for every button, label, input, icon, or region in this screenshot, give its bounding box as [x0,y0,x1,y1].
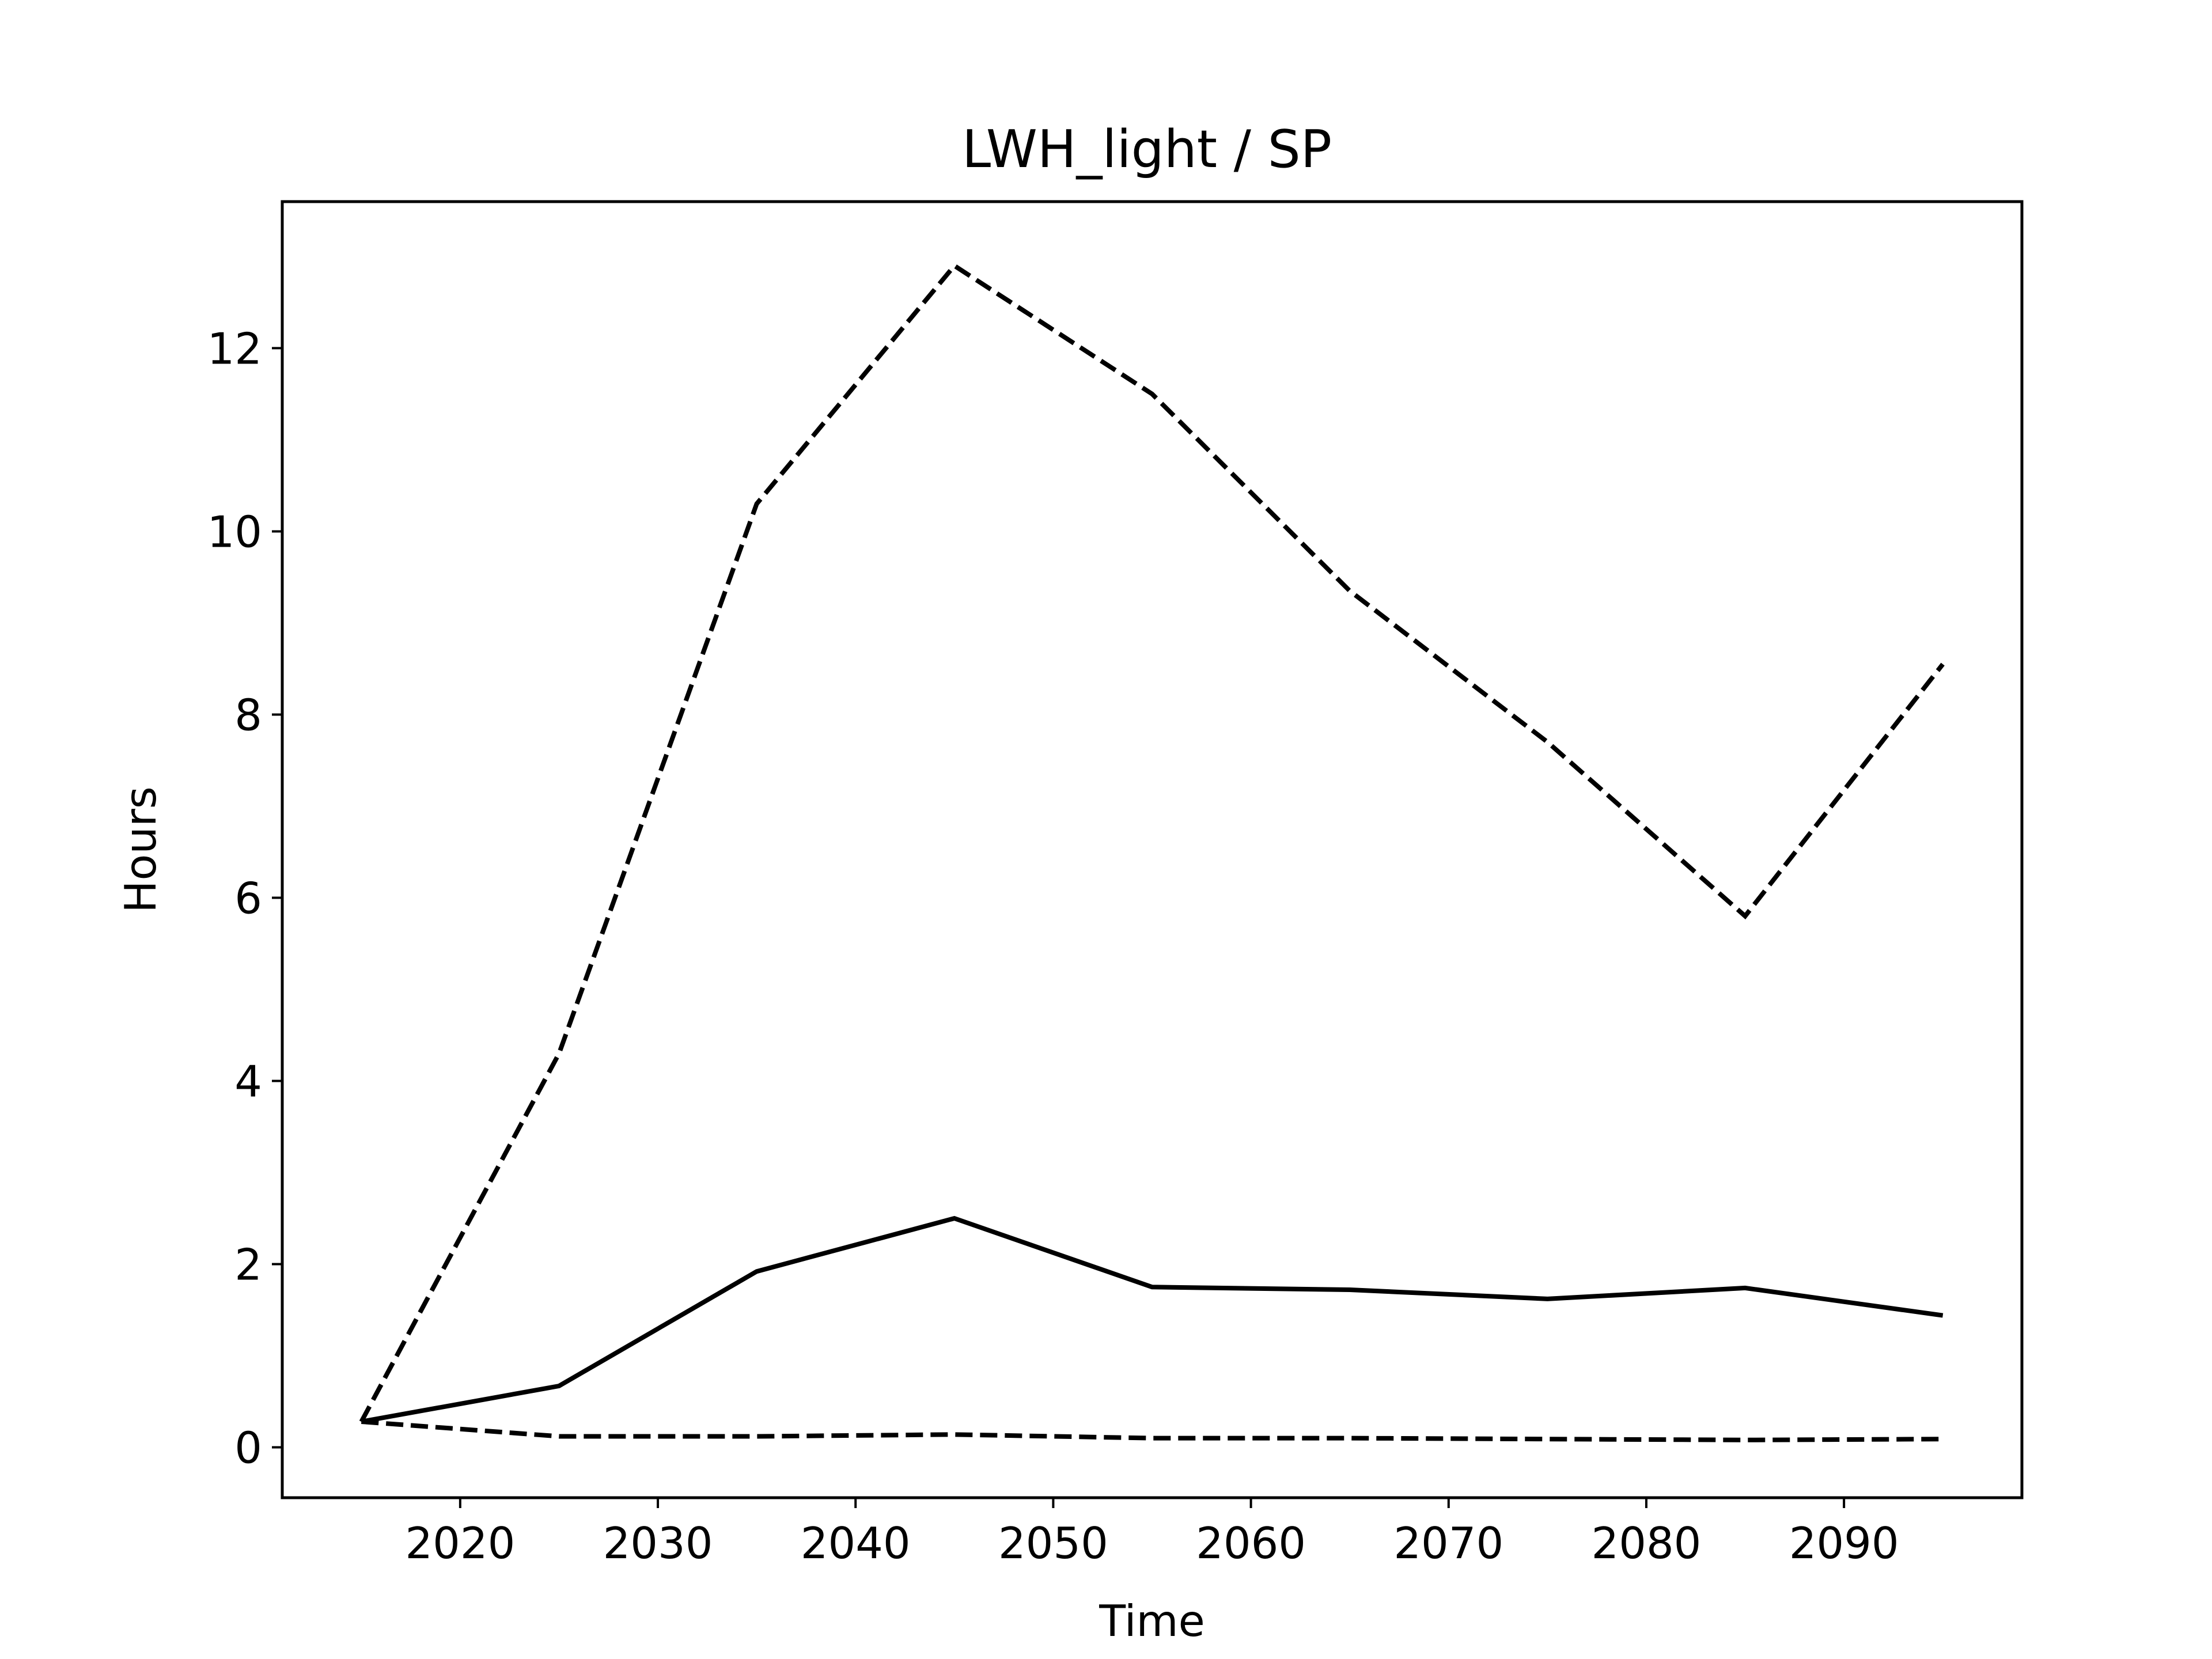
y-tick-label: 2 [234,1240,262,1290]
x-tick-label: 2070 [1393,1518,1503,1569]
x-axis-label: Time [1099,1596,1205,1646]
x-tick-label: 2040 [801,1518,911,1569]
x-tick-label: 2020 [405,1518,515,1569]
y-tick-label: 10 [207,506,262,557]
y-tick-label: 12 [207,323,262,374]
plot-frame [281,200,2024,1499]
x-tick-label: 2090 [1789,1518,1899,1569]
y-tick-label: 6 [234,873,262,923]
y-tick-label: 4 [234,1056,262,1107]
series-line-1 [359,263,1945,1423]
series-line-3 [361,1419,1943,1442]
y-axis-label: Hours [115,786,166,913]
x-tick-label: 2060 [1196,1518,1306,1569]
x-tick-label: 2030 [603,1518,713,1569]
x-tick-label: 2080 [1592,1518,1702,1569]
series-line-2 [361,1215,1944,1424]
chart-title: LWH_light / SP [962,119,1332,180]
y-tick-label: 8 [234,690,262,740]
x-tick-label: 2050 [998,1518,1108,1569]
y-tick-label: 0 [234,1423,262,1474]
